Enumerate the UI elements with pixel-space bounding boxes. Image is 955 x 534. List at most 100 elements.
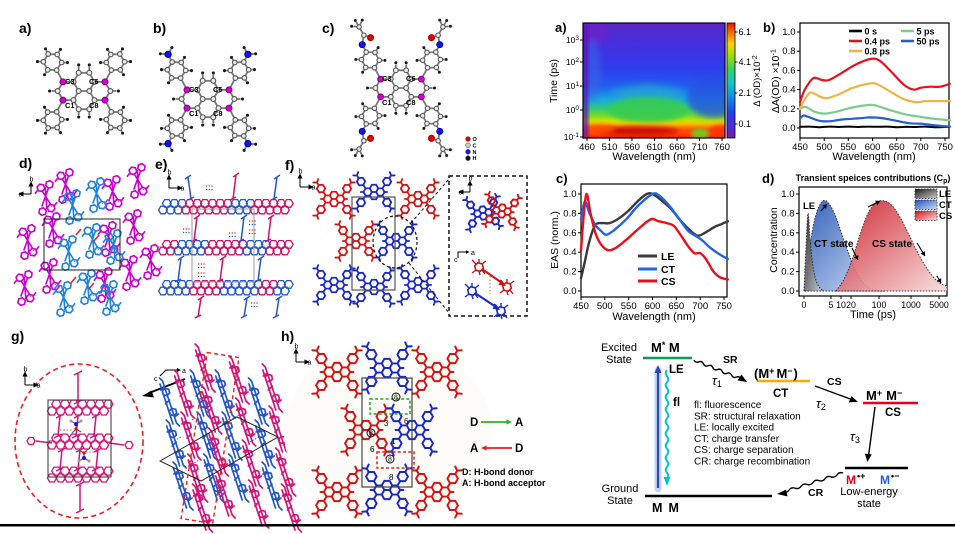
svg-text:8: 8	[394, 395, 398, 402]
svg-text:10-1: 10-1	[564, 132, 580, 142]
svg-text:c: c	[154, 376, 158, 383]
svg-text:0.2: 0.2	[781, 267, 794, 278]
svg-text:a: a	[308, 360, 312, 367]
svg-text:103: 103	[566, 35, 579, 45]
svg-text:•+: •+	[857, 471, 865, 481]
svg-text:b: b	[24, 367, 28, 374]
svg-text:450: 450	[573, 301, 589, 312]
svg-text:4.1: 4.1	[739, 57, 752, 67]
svg-text:C1: C1	[65, 101, 75, 110]
svg-text:M*M: M* M	[651, 340, 680, 355]
svg-text:6: 6	[404, 417, 409, 426]
svg-text:D: D	[515, 443, 523, 455]
svg-text:CT: charge transfer: CT: charge transfer	[694, 434, 780, 445]
svg-text:C3: C3	[189, 85, 199, 94]
svg-text:CR: charge recombination: CR: charge recombination	[694, 457, 810, 468]
svg-text:0.8: 0.8	[782, 46, 795, 57]
svg-text:D: D	[470, 417, 478, 429]
svg-text:a): a)	[19, 20, 31, 36]
svg-text:(M+M−): (M+ M−)	[754, 366, 798, 381]
svg-text:EAS (norm.): EAS (norm.)	[549, 211, 561, 269]
svg-text:101: 101	[566, 81, 579, 91]
svg-text:0.2: 0.2	[563, 267, 576, 278]
svg-text:500: 500	[597, 301, 613, 312]
svg-text:0.2: 0.2	[782, 104, 795, 115]
svg-text:Time (ps): Time (ps)	[548, 59, 560, 103]
svg-text:C6: C6	[213, 85, 223, 94]
svg-text:fl: fluorescence: fl: fluorescence	[694, 400, 762, 411]
svg-text:f): f)	[285, 157, 294, 173]
svg-text:6.1: 6.1	[739, 27, 752, 37]
svg-text:0.0: 0.0	[781, 286, 794, 297]
svg-text:g): g)	[11, 328, 24, 344]
svg-text:SR: SR	[723, 354, 738, 366]
svg-text:ΔA(OD) ×10-1: ΔA(OD) ×10-1	[769, 49, 783, 113]
svg-text:SR: structural relaxation: SR: structural relaxation	[694, 411, 801, 422]
svg-text:100: 100	[872, 300, 887, 310]
svg-text:M: M	[846, 473, 856, 487]
svg-text:O: O	[473, 137, 478, 143]
svg-text:•−: •−	[891, 471, 899, 481]
svg-text:M+M−: M+ M−	[866, 388, 902, 403]
svg-text:710: 710	[692, 142, 708, 153]
svg-text:1: 1	[391, 437, 396, 446]
svg-text:D: H-bond donor: D: H-bond donor	[462, 467, 534, 477]
svg-text:CS: CS	[827, 376, 842, 388]
svg-text:C3: C3	[65, 77, 75, 86]
svg-text:700: 700	[913, 142, 929, 153]
svg-text:C1: C1	[189, 109, 199, 118]
svg-text:0.8: 0.8	[781, 208, 794, 219]
svg-text:0.4 ps: 0.4 ps	[865, 37, 891, 47]
svg-text:8: 8	[369, 431, 373, 438]
svg-text:a: a	[37, 383, 41, 390]
svg-text:CR: CR	[808, 487, 824, 499]
svg-text:fl: fl	[673, 397, 680, 409]
svg-text:a): a)	[555, 20, 567, 35]
svg-text:650: 650	[668, 301, 684, 312]
svg-text:Time (ps): Time (ps)	[850, 309, 896, 321]
svg-text:560: 560	[624, 142, 640, 153]
svg-text:d): d)	[762, 171, 774, 186]
svg-text:450: 450	[792, 142, 808, 153]
svg-text:10: 10	[836, 300, 846, 310]
svg-text:LE: LE	[669, 364, 684, 376]
svg-text:Low-energy: Low-energy	[840, 486, 898, 498]
svg-text:N: N	[473, 150, 477, 156]
svg-text:LE: LE	[803, 201, 815, 212]
svg-text:State: State	[607, 495, 633, 507]
svg-text:C: C	[473, 143, 477, 149]
svg-text:550: 550	[840, 142, 856, 153]
svg-text:750: 750	[716, 301, 732, 312]
svg-text:0.8: 0.8	[563, 208, 576, 219]
svg-text:b: b	[168, 170, 172, 177]
svg-text:20: 20	[846, 300, 856, 310]
svg-text:5000: 5000	[929, 300, 949, 310]
svg-text:Excited: Excited	[601, 342, 637, 354]
svg-text:Wavelength (nm): Wavelength (nm)	[612, 311, 695, 323]
svg-text:0 s: 0 s	[865, 27, 878, 37]
svg-text:50 ps: 50 ps	[917, 37, 940, 47]
svg-text:c): c)	[322, 20, 334, 36]
svg-text:600: 600	[645, 301, 661, 312]
svg-text:d): d)	[19, 155, 32, 171]
svg-text:τ1: τ1	[712, 373, 722, 389]
svg-text:CT state: CT state	[814, 239, 854, 250]
svg-text:100: 100	[566, 105, 579, 115]
svg-text:1000: 1000	[901, 300, 921, 310]
svg-text:C8: C8	[89, 101, 99, 110]
svg-text:b: b	[295, 344, 299, 351]
svg-text:CS: charge separation: CS: charge separation	[694, 445, 794, 456]
svg-text:τ2: τ2	[816, 396, 826, 412]
svg-text:0.4: 0.4	[563, 247, 576, 258]
svg-text:b: b	[469, 176, 473, 183]
svg-text:750: 750	[937, 142, 953, 153]
svg-text:610: 610	[647, 142, 663, 153]
svg-text:460: 460	[579, 142, 595, 153]
svg-text:M M: M M	[652, 501, 679, 515]
svg-text:a: a	[181, 186, 185, 193]
svg-text:Wavelength (nm): Wavelength (nm)	[832, 151, 915, 163]
svg-text:8: 8	[388, 457, 392, 464]
svg-text:c): c)	[556, 171, 568, 186]
svg-text:C6: C6	[89, 77, 99, 86]
svg-text:C6: C6	[406, 74, 416, 83]
